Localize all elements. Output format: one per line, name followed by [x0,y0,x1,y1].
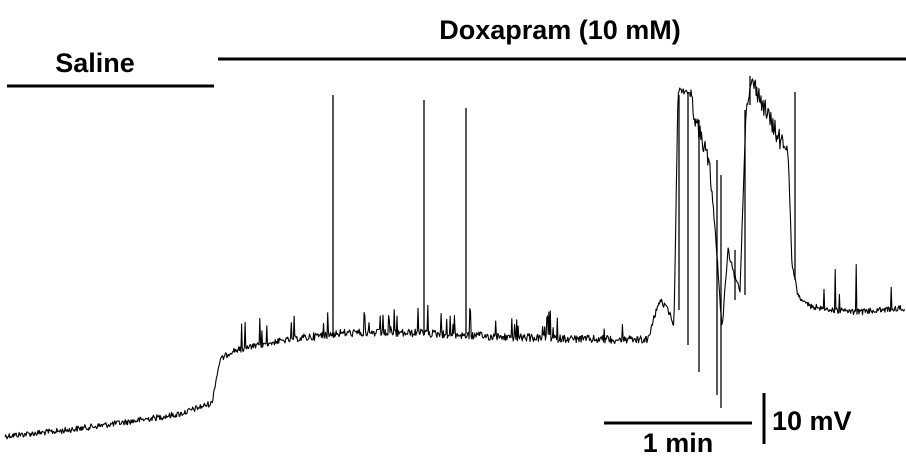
time-scale-label: 1 min [643,428,714,456]
voltage-trace [4,76,906,440]
saline-label: Saline [55,48,135,78]
voltage-scale-label: 10 mV [772,406,852,436]
doxapram-label: Doxapram (10 mM) [439,15,681,45]
trace-path [4,78,906,440]
trace-spikes [332,76,796,408]
